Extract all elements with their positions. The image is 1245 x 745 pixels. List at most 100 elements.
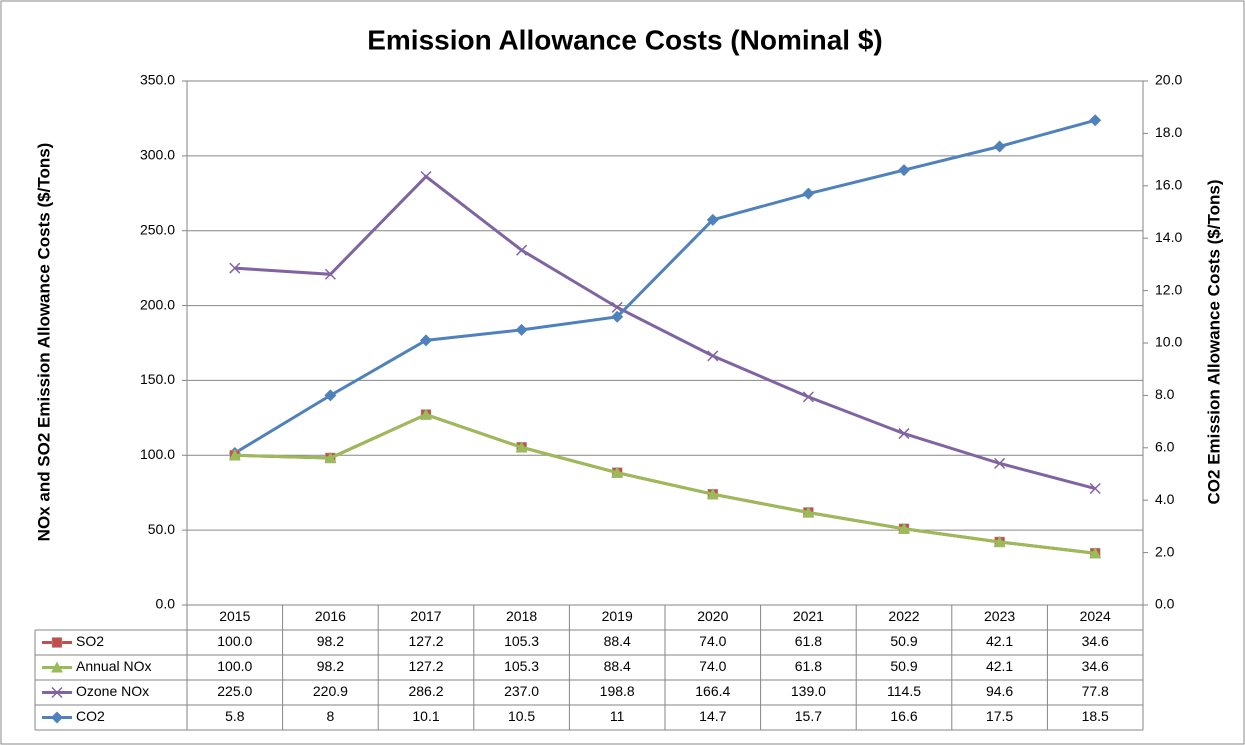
marker xyxy=(420,334,432,347)
table-value: 61.8 xyxy=(795,658,822,674)
table-value: 166.4 xyxy=(695,683,730,699)
table-value: 15.7 xyxy=(795,708,822,724)
y-tick-label: 350.0 xyxy=(140,72,175,88)
marker xyxy=(1089,114,1102,127)
marker xyxy=(515,441,528,453)
y2-tick-label: 12.0 xyxy=(1155,281,1182,297)
series-line xyxy=(234,174,1096,490)
marker xyxy=(324,268,336,280)
table-value: 8 xyxy=(327,708,335,724)
y-axis-title: NOx and SO2 Emission Allowance Costs ($/… xyxy=(34,143,53,542)
marker xyxy=(51,686,63,699)
table-value: 105.3 xyxy=(504,633,539,649)
y-tick-label: 150.0 xyxy=(140,371,175,387)
legend-label: Ozone NOx xyxy=(76,683,149,699)
table-value: 42.1 xyxy=(986,658,1013,674)
marker xyxy=(228,449,241,461)
table-value: 127.2 xyxy=(408,658,443,674)
marker xyxy=(611,310,624,323)
x-tick-label: 2024 xyxy=(1080,608,1111,624)
table-value: 74.0 xyxy=(699,658,726,674)
marker xyxy=(898,164,910,177)
table-value: 61.8 xyxy=(795,633,822,649)
y2-tick-label: 10.0 xyxy=(1155,334,1182,350)
table-value: 100.0 xyxy=(217,633,252,649)
table-value: 10.5 xyxy=(508,708,535,724)
marker xyxy=(611,466,624,478)
table-value: 114.5 xyxy=(887,683,921,699)
table-value: 74.0 xyxy=(699,633,726,649)
table-value: 88.4 xyxy=(604,633,631,649)
y-tick-label: 100.0 xyxy=(140,446,175,462)
y2-tick-label: 8.0 xyxy=(1155,386,1175,402)
marker xyxy=(324,389,337,402)
table-value: 16.6 xyxy=(890,708,917,724)
marker xyxy=(993,535,1006,547)
marker xyxy=(802,187,815,200)
table-value: 198.8 xyxy=(600,683,635,699)
x-tick-label: 2022 xyxy=(888,608,919,624)
marker xyxy=(229,262,241,274)
x-tick-label: 2020 xyxy=(697,608,728,624)
y2-tick-label: 6.0 xyxy=(1155,439,1175,455)
table-value: 127.2 xyxy=(408,633,443,649)
marker xyxy=(51,711,63,724)
y-tick-label: 50.0 xyxy=(148,521,175,537)
table-value: 17.5 xyxy=(986,708,1013,724)
marker xyxy=(993,140,1006,153)
y2-tick-label: 0.0 xyxy=(1155,596,1175,612)
series-line xyxy=(234,412,1096,555)
marker xyxy=(611,301,623,313)
y2-tick-label: 14.0 xyxy=(1155,229,1182,245)
table-value: 10.1 xyxy=(412,708,439,724)
legend-label: SO2 xyxy=(76,633,104,649)
y2-tick-label: 16.0 xyxy=(1155,177,1182,193)
table-value: 14.7 xyxy=(699,708,726,724)
marker xyxy=(707,350,719,362)
table-value: 139.0 xyxy=(791,683,826,699)
table-value: 98.2 xyxy=(317,633,344,649)
y2-tick-label: 2.0 xyxy=(1155,543,1175,559)
table-value: 50.9 xyxy=(890,633,917,649)
table-value: 220.9 xyxy=(313,683,348,699)
table-value: 225.0 xyxy=(217,683,252,699)
table-value: 34.6 xyxy=(1082,633,1109,649)
marker xyxy=(515,323,528,336)
marker xyxy=(324,451,337,463)
x-tick-label: 2023 xyxy=(984,608,1015,624)
marker xyxy=(516,244,528,256)
table-value: 105.3 xyxy=(504,658,539,674)
marker xyxy=(1089,482,1101,495)
table-value: 34.6 xyxy=(1082,658,1109,674)
table-value: 286.2 xyxy=(408,683,443,699)
marker xyxy=(1089,547,1102,559)
table-value: 94.6 xyxy=(986,683,1013,699)
y-tick-label: 0.0 xyxy=(156,596,176,612)
marker xyxy=(51,637,63,648)
y-tick-label: 250.0 xyxy=(140,221,175,237)
marker xyxy=(898,522,910,534)
y2-tick-label: 20.0 xyxy=(1155,72,1182,88)
table-value: 100.0 xyxy=(217,658,252,674)
x-tick-label: 2017 xyxy=(410,608,441,624)
table-value: 237.0 xyxy=(504,683,539,699)
marker xyxy=(420,408,432,420)
x-tick-label: 2018 xyxy=(506,608,537,624)
table-value: 98.2 xyxy=(317,658,344,674)
table-value: 88.4 xyxy=(604,658,631,674)
marker xyxy=(898,428,910,440)
y-tick-label: 200.0 xyxy=(140,296,175,312)
table-value: 5.8 xyxy=(225,708,245,724)
x-tick-label: 2016 xyxy=(315,608,346,624)
marker xyxy=(420,170,432,183)
marker xyxy=(994,457,1006,469)
x-tick-label: 2019 xyxy=(602,608,633,624)
y2-tick-label: 18.0 xyxy=(1155,124,1182,140)
marker xyxy=(706,488,719,500)
x-tick-label: 2021 xyxy=(793,608,824,624)
legend-label: Annual NOx xyxy=(76,658,151,674)
marker xyxy=(802,506,815,518)
